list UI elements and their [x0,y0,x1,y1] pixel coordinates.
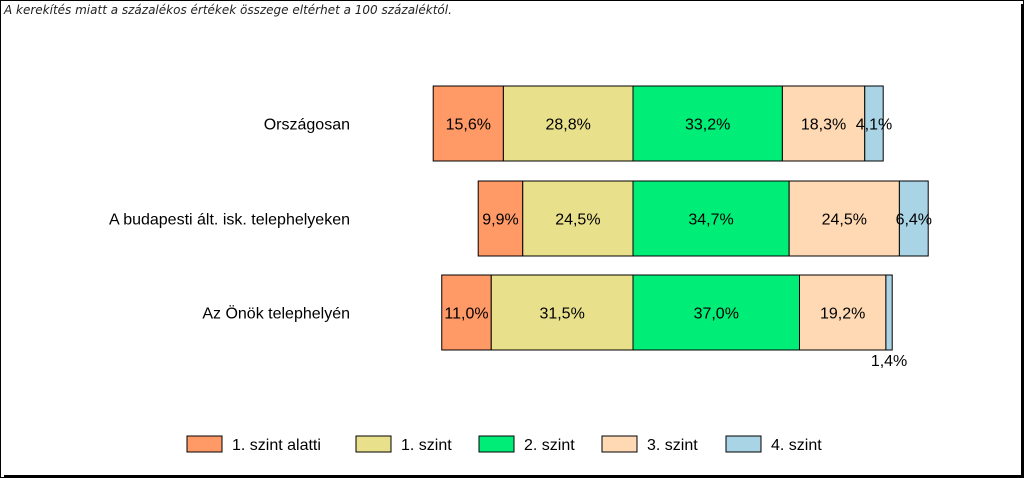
bar-segment [898,180,929,257]
legend-label: 3. szint [647,437,698,454]
data-label: 28,8% [546,117,591,134]
category-label: Az Önök telephelyén [202,305,350,323]
data-label: 15,6% [446,117,491,134]
bar-segment [632,180,790,257]
data-label: 34,7% [688,212,733,229]
legend-label: 1. szint [401,437,452,454]
bar-segment [632,274,800,351]
data-label: 37,0% [694,306,739,323]
bar-segment [781,85,866,162]
data-label: 24,5% [822,212,867,229]
legend-swatch [725,435,762,453]
bar-segment [522,180,634,257]
data-label: 4,1% [856,117,892,134]
bar-segment [490,274,634,351]
data-label: 33,2% [685,117,730,134]
data-label: 6,4% [896,212,932,229]
legend-swatch [478,435,515,453]
bar-segment [799,274,887,351]
data-label: 24,5% [555,212,600,229]
data-label: 18,3% [801,117,846,134]
bar-segment [441,274,492,351]
legend-swatch [601,435,638,453]
category-label: Országosan [264,117,350,134]
bar-segment [632,85,783,162]
bar-segment [885,274,893,351]
bar-segment [502,85,634,162]
data-label: 31,5% [539,306,584,323]
legend-swatch [355,435,392,453]
data-label: 19,2% [820,306,865,323]
legend-swatch [186,435,223,453]
legend-label: 4. szint [771,437,822,454]
legend-label: 1. szint alatti [232,437,321,454]
data-label: 1,4% [871,353,907,370]
data-label: 11,0% [444,306,488,323]
rounding-note: A kerekítés miatt a százalékos értékek ö… [4,3,452,17]
legend-label: 2. szint [524,437,575,454]
bar-segment [864,85,884,162]
bar-segment [788,180,900,257]
category-label: A budapesti ált. isk. telephelyeken [109,212,350,229]
data-label: 9,9% [482,212,518,229]
